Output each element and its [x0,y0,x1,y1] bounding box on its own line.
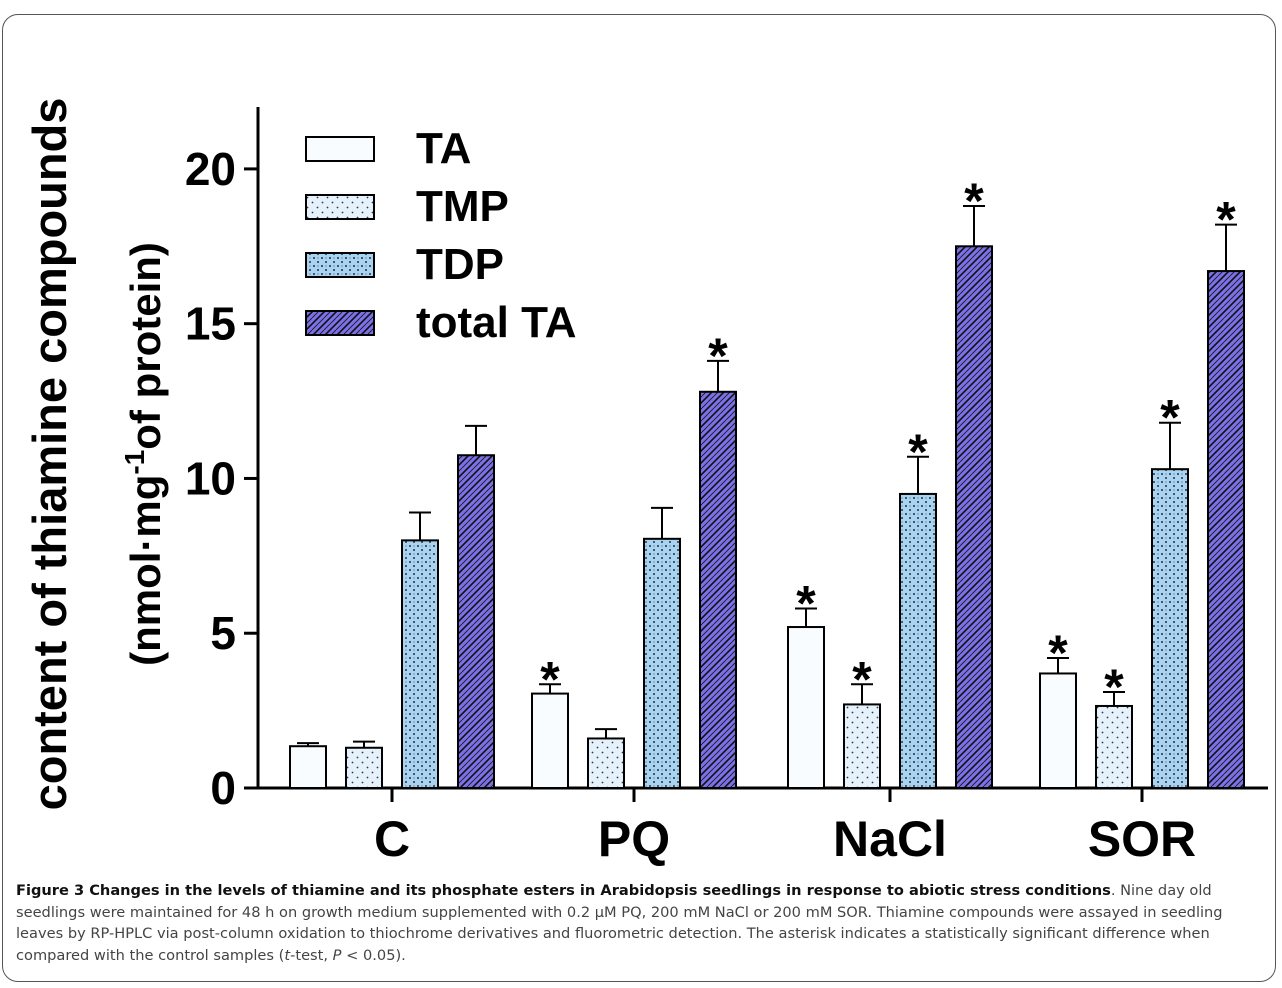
y-axis-label-prefix: (nmol·mg [122,475,169,666]
bars: * * * * * * * * * * [289,173,1245,790]
significance-marker: * [708,328,728,384]
bar [843,703,881,789]
caption-p: P [332,946,342,964]
legend-label: TDP [416,240,504,289]
caption-text-a: . Nine day old seedlings were maintained… [16,882,1223,964]
bar [289,745,327,789]
bar [587,737,625,789]
significance-marker: * [964,173,984,229]
significance-marker: * [540,651,560,707]
significance-marker: * [1216,192,1236,248]
bar [955,245,993,789]
bar [1095,704,1133,790]
x-tick-label: PQ [598,811,670,867]
legend-swatch [305,252,375,278]
significance-marker: * [1104,659,1124,715]
bar [899,492,937,789]
y-tick-label: 0 [210,762,236,814]
x-tick-label: SOR [1088,811,1196,867]
bar [1151,468,1189,789]
bar [1207,270,1245,789]
y-axis-label: content of thiamine compounds (nmol·mg-1… [23,98,169,811]
caption-text-b: -test, [290,946,333,964]
bar [345,746,383,790]
caption-text-c: < 0.05). [341,946,406,964]
y-tick-label: 15 [185,298,236,350]
figure-frame [2,14,1276,982]
bar-chart: content of thiamine compounds (nmol·mg-1… [23,98,1268,867]
significance-marker: * [852,651,872,707]
bar [787,626,825,790]
y-tick-label: 10 [185,452,236,504]
legend: TA TMP TDP total TA [305,124,577,347]
legend-label: TA [416,124,471,173]
caption-title: Figure 3 Changes in the levels of thiami… [16,882,1111,899]
y-axis-label-suffix: of protein) [122,242,169,450]
y-axis-label-line2: (nmol·mg-1of protein) [119,242,169,666]
legend-swatch [305,310,375,336]
bar [401,539,439,790]
bar [643,537,681,790]
legend-swatch [305,194,375,220]
significance-marker: * [908,424,928,480]
y-tick-label: 20 [185,143,236,195]
y-tick-label: 5 [210,607,236,659]
bar [457,454,495,789]
bar [699,390,737,789]
y-axis-label-sup: -1 [119,450,150,475]
x-tick-label: C [374,811,410,867]
bar [531,692,569,789]
significance-marker: * [796,575,816,631]
significance-marker: * [1048,625,1068,681]
legend-label: TMP [416,182,509,231]
legend-swatch [305,136,375,162]
bar [1039,672,1077,790]
x-tick-label: NaCl [833,811,947,867]
caption-t: t [284,946,291,964]
y-axis-label-line1: content of thiamine compounds [23,98,76,811]
legend-label: total TA [416,298,577,347]
figure-caption: Figure 3 Changes in the levels of thiami… [16,880,1271,966]
significance-marker: * [1160,390,1180,446]
